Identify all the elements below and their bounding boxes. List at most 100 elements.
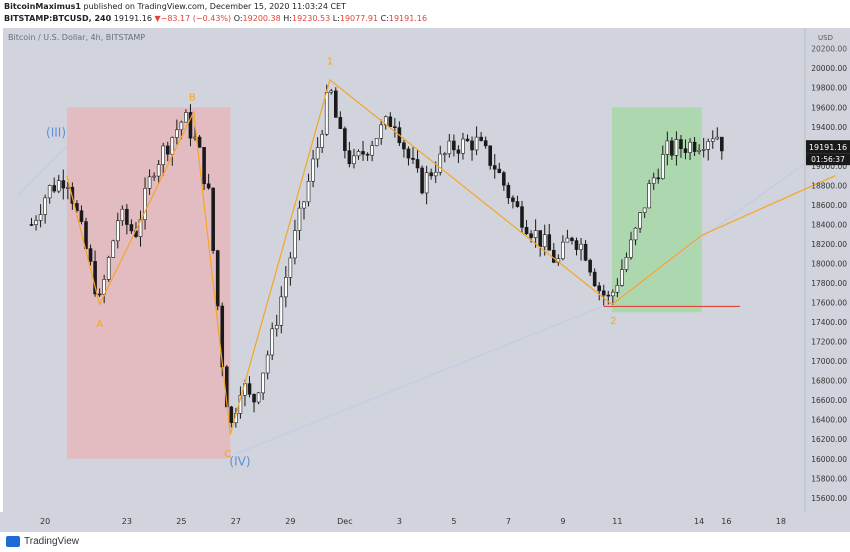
candle-body (511, 197, 515, 202)
candle-body (551, 249, 556, 263)
published-text: published on TradingView.com, December 1… (83, 2, 346, 11)
candle-body (333, 90, 338, 118)
candle-body (692, 141, 697, 152)
candle-body (611, 291, 615, 297)
candle-body (374, 138, 379, 146)
candle-body (433, 171, 438, 177)
candle-body (456, 149, 461, 154)
low-label: L: (332, 14, 340, 23)
candle-body (720, 136, 724, 152)
wave-label: B (189, 92, 196, 103)
candle-body (370, 145, 374, 156)
x-tick-label: 18 (776, 517, 786, 526)
candle-body (43, 197, 47, 215)
change-arrow: ▼ (154, 14, 161, 23)
author-name[interactable]: BitcoinMaximus1 (4, 2, 81, 11)
countdown-tag (806, 153, 850, 166)
candle-body (352, 155, 356, 165)
candle-body (592, 271, 597, 287)
candle-body (52, 185, 57, 192)
candle-body (411, 157, 415, 160)
candle-body (406, 148, 411, 159)
candle-body (388, 116, 393, 127)
wave-label: 1 (327, 56, 333, 67)
candle-body (660, 154, 665, 179)
candle-body (202, 147, 206, 185)
candle-body (184, 112, 188, 123)
candle-body (247, 383, 252, 395)
wave-projection-line (701, 175, 836, 236)
candle-body (170, 137, 175, 155)
candle-body (106, 257, 111, 280)
candle-body (415, 159, 420, 169)
candle-body (601, 290, 606, 296)
candle-body (615, 285, 620, 293)
candle-body (270, 328, 275, 356)
open-value: 19200.38 (242, 14, 281, 23)
y-tick-label: 17400.00 (811, 318, 847, 327)
y-tick-label: 16800.00 (811, 377, 847, 386)
candle-body (642, 207, 647, 213)
wave-label: A (96, 319, 103, 330)
candle-body (356, 151, 361, 157)
candle-body (365, 153, 370, 156)
candle-body (379, 124, 384, 139)
y-tick-label: 16000.00 (811, 455, 847, 464)
candle-body (633, 227, 638, 241)
candle-body (570, 237, 574, 241)
y-tick-label: 19000.00 (811, 162, 847, 171)
x-tick-label: 9 (560, 517, 565, 526)
y-tick-label: 16600.00 (811, 396, 847, 405)
candle-body (361, 151, 365, 155)
y-tick-label: 16400.00 (811, 416, 847, 425)
candle-body (710, 138, 715, 142)
candle-body (115, 220, 120, 242)
candle-body (120, 208, 125, 222)
candle-body (542, 234, 547, 248)
candle-body (56, 180, 61, 192)
y-tick-label: 17000.00 (811, 357, 847, 366)
x-tick-label: 5 (451, 517, 456, 526)
candle-body (402, 142, 406, 150)
candle-body (561, 241, 565, 260)
candle-body (188, 112, 193, 139)
candle-body (393, 126, 397, 128)
candle-body (665, 140, 670, 155)
faint-trendline (235, 302, 613, 455)
candle-body (515, 201, 520, 207)
footer: TradingView (0, 532, 850, 552)
candle-body (547, 234, 552, 251)
candle-body (156, 164, 161, 177)
candle-body (297, 207, 302, 231)
candle-body (61, 180, 66, 189)
y-tick-label: 18000.00 (811, 259, 847, 268)
candle-body (715, 136, 720, 140)
candle-body (324, 92, 329, 135)
candle-body (288, 257, 293, 278)
wave-label: 2 (610, 316, 616, 327)
price-chart[interactable]: (III) B A C(IV) 1 2 Bitcoin / U.S. Dollar, 4h,… (0, 28, 850, 532)
candle-body (429, 172, 433, 177)
y-tick-label: 18600.00 (811, 201, 847, 210)
candle-body (583, 243, 588, 261)
y-tick-label: 20000.00 (811, 64, 847, 73)
candle-body (420, 167, 424, 194)
faint-trendline (17, 145, 68, 196)
candle-body (706, 141, 711, 150)
x-tick-label: 25 (176, 517, 186, 526)
low-value: 19077.91 (339, 14, 379, 23)
candle-body (647, 183, 651, 209)
candle-body (293, 230, 297, 259)
candle-body (111, 240, 116, 258)
wave-label: (III) (46, 126, 66, 140)
green-zone (611, 107, 702, 313)
y-tick-label: 16200.00 (811, 435, 847, 444)
candle-body (343, 128, 347, 151)
candle-body (533, 230, 538, 238)
time-scale-background (0, 512, 850, 532)
candle-body (265, 354, 270, 374)
brand-label[interactable]: TradingView (24, 536, 80, 547)
candle-body (461, 138, 465, 154)
x-tick-label: 20 (40, 517, 50, 526)
candle-body (93, 261, 97, 295)
